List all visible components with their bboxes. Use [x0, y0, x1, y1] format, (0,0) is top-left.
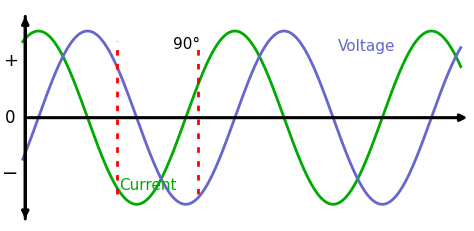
Text: −: −: [2, 164, 18, 183]
Text: 90°: 90°: [173, 36, 200, 52]
Text: 0: 0: [5, 109, 16, 127]
Text: Current: Current: [119, 178, 177, 193]
Text: Voltage: Voltage: [338, 39, 396, 54]
Text: +: +: [3, 52, 18, 70]
